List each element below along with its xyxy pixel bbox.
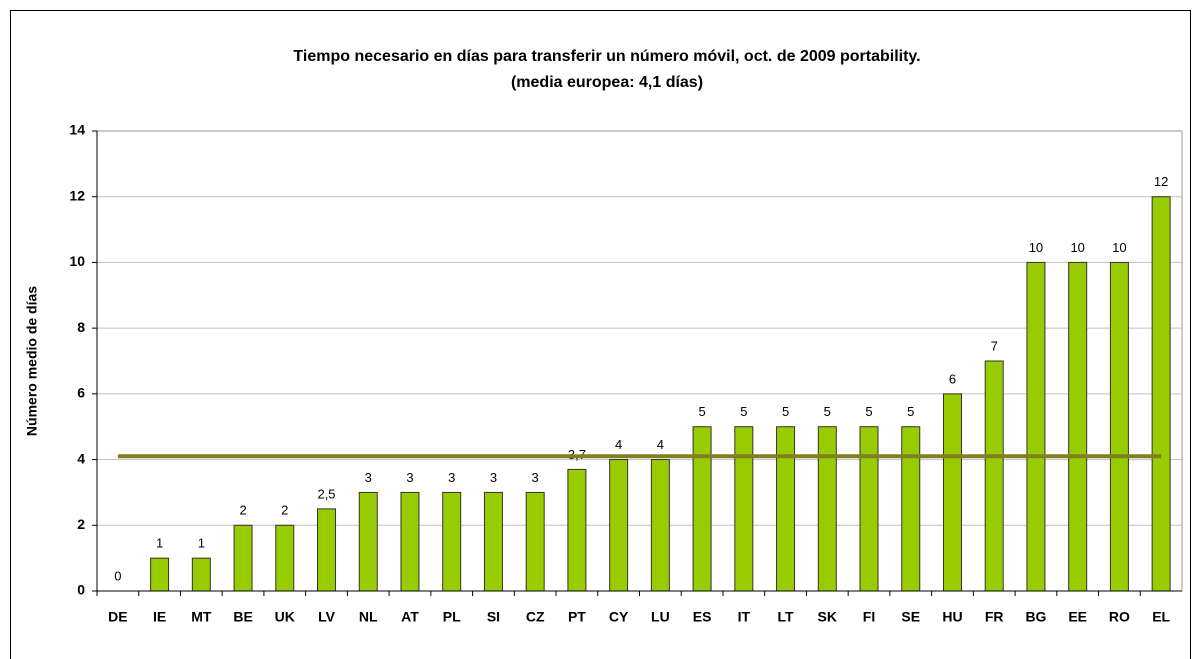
chart-title: Tiempo necesario en días para transferir… bbox=[293, 48, 920, 65]
x-tick-label: IT bbox=[738, 609, 751, 625]
bar bbox=[483, 491, 503, 592]
chart-subtitle: (media europea: 4,1 días) bbox=[511, 74, 703, 91]
bar bbox=[1109, 261, 1129, 592]
bar bbox=[901, 426, 921, 592]
bar bbox=[776, 426, 796, 592]
bar bbox=[734, 426, 754, 592]
x-tick-label: MT bbox=[191, 609, 212, 625]
x-tick-label: DE bbox=[108, 609, 127, 625]
value-label: 1 bbox=[198, 536, 205, 551]
value-label: 5 bbox=[782, 404, 789, 419]
value-label: 10 bbox=[1070, 240, 1084, 255]
y-tick-label: 2 bbox=[77, 516, 85, 532]
bar bbox=[1151, 196, 1171, 592]
bar bbox=[609, 459, 629, 592]
y-tick-label: 8 bbox=[77, 319, 85, 335]
plot-area bbox=[96, 130, 1183, 592]
value-label: 2 bbox=[281, 503, 288, 518]
x-tick-label: CZ bbox=[526, 609, 545, 625]
y-tick-label: 4 bbox=[77, 450, 85, 466]
y-tick-label: 10 bbox=[69, 253, 85, 269]
x-tick-label: SE bbox=[901, 609, 920, 625]
x-tick-label: HU bbox=[942, 609, 962, 625]
value-label: 10 bbox=[1029, 240, 1043, 255]
bar bbox=[400, 491, 420, 592]
x-tick-label: AT bbox=[401, 609, 419, 625]
bar bbox=[650, 459, 670, 592]
x-tick-label: LT bbox=[778, 609, 795, 625]
y-tick-label: 0 bbox=[77, 582, 85, 598]
x-tick-label: LV bbox=[318, 609, 336, 625]
bar bbox=[233, 524, 253, 592]
bar bbox=[150, 557, 170, 592]
value-label: 3 bbox=[365, 470, 372, 485]
bar bbox=[191, 557, 211, 592]
value-label: 5 bbox=[865, 404, 872, 419]
y-tick-label: 12 bbox=[69, 187, 85, 203]
bar bbox=[817, 426, 837, 592]
value-label: 4 bbox=[615, 437, 622, 452]
value-label: 10 bbox=[1112, 240, 1126, 255]
value-label: 3 bbox=[406, 470, 413, 485]
value-label: 5 bbox=[824, 404, 831, 419]
value-label: 7 bbox=[991, 338, 998, 353]
x-tick-label: FR bbox=[985, 609, 1004, 625]
value-label: 3 bbox=[448, 470, 455, 485]
bar bbox=[525, 491, 545, 592]
bar bbox=[275, 524, 295, 592]
y-tick-label: 6 bbox=[77, 385, 85, 401]
value-label: 5 bbox=[698, 404, 705, 419]
x-tick-label: RO bbox=[1109, 609, 1130, 625]
x-tick-label: PL bbox=[443, 609, 461, 625]
value-label: 6 bbox=[949, 371, 956, 386]
value-label: 1 bbox=[156, 536, 163, 551]
x-tick-label: NL bbox=[359, 609, 378, 625]
value-label: 4 bbox=[657, 437, 664, 452]
bar bbox=[984, 360, 1004, 592]
y-tick-label: 14 bbox=[69, 122, 85, 138]
x-tick-label: CY bbox=[609, 609, 629, 625]
x-tick-label: EE bbox=[1068, 609, 1087, 625]
x-tick-label: EL bbox=[1152, 609, 1170, 625]
bar bbox=[442, 491, 462, 592]
x-tick-label: FI bbox=[863, 609, 875, 625]
x-tick-label: IE bbox=[153, 609, 166, 625]
value-label: 3 bbox=[490, 470, 497, 485]
bar bbox=[567, 468, 587, 592]
value-label: 5 bbox=[740, 404, 747, 419]
x-tick-label: SK bbox=[818, 609, 837, 625]
x-tick-label: UK bbox=[275, 609, 295, 625]
x-tick-label: LU bbox=[651, 609, 670, 625]
y-axis-label: Número medio de días bbox=[24, 286, 40, 436]
value-label: 5 bbox=[907, 404, 914, 419]
x-tick-label: SI bbox=[487, 609, 500, 625]
bar bbox=[358, 491, 378, 592]
bar bbox=[1026, 261, 1046, 592]
bar bbox=[859, 426, 879, 592]
value-label: 3 bbox=[532, 470, 539, 485]
value-label: 0 bbox=[114, 568, 121, 583]
bar bbox=[1068, 261, 1088, 592]
chart-frame bbox=[10, 10, 1191, 659]
value-label: 12 bbox=[1154, 174, 1168, 189]
value-label: 2 bbox=[239, 503, 246, 518]
bar bbox=[692, 426, 712, 592]
x-tick-label: BE bbox=[233, 609, 252, 625]
x-tick-label: PT bbox=[568, 609, 586, 625]
bar bbox=[317, 508, 337, 592]
x-tick-label: ES bbox=[693, 609, 712, 625]
x-tick-label: BG bbox=[1025, 609, 1046, 625]
bar bbox=[942, 393, 962, 592]
value-label: 2,5 bbox=[317, 486, 335, 501]
